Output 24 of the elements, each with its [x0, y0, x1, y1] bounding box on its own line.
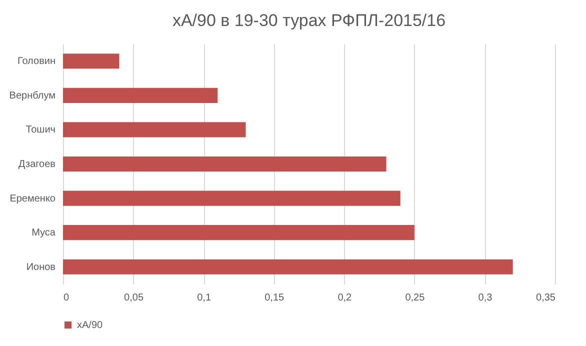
bar	[63, 259, 513, 274]
bar	[63, 122, 246, 138]
x-tick-label: 0,1	[197, 292, 212, 304]
x-tick-label: 0,15	[264, 292, 285, 304]
x-tick-label: 0,25	[405, 292, 426, 304]
bar	[63, 54, 120, 69]
bar	[63, 156, 386, 172]
x-tick-label: 0,35	[536, 292, 556, 304]
y-tick-label: Еременко	[10, 193, 56, 204]
x-tick-label: 0	[64, 292, 70, 304]
x-tick-label: 0,3	[478, 292, 493, 304]
chart-title: xA/90 в 19-30 турах РФПЛ-2015/16	[172, 11, 446, 30]
y-tick-label: Ионов	[26, 262, 56, 273]
bar	[63, 88, 218, 103]
y-tick-label: Дзагоев	[18, 159, 56, 170]
y-tick-label: Головин	[17, 56, 56, 68]
y-tick-label: Муса	[32, 228, 56, 239]
x-tick-label: 0,2	[338, 292, 352, 304]
bar	[63, 190, 400, 206]
y-tick-label: Вернблум	[9, 90, 56, 102]
bar	[63, 225, 414, 240]
y-tick-label: Тошич	[26, 124, 56, 136]
legend-label: xA/90	[77, 320, 104, 331]
x-tick-label: 0,05	[124, 292, 144, 304]
